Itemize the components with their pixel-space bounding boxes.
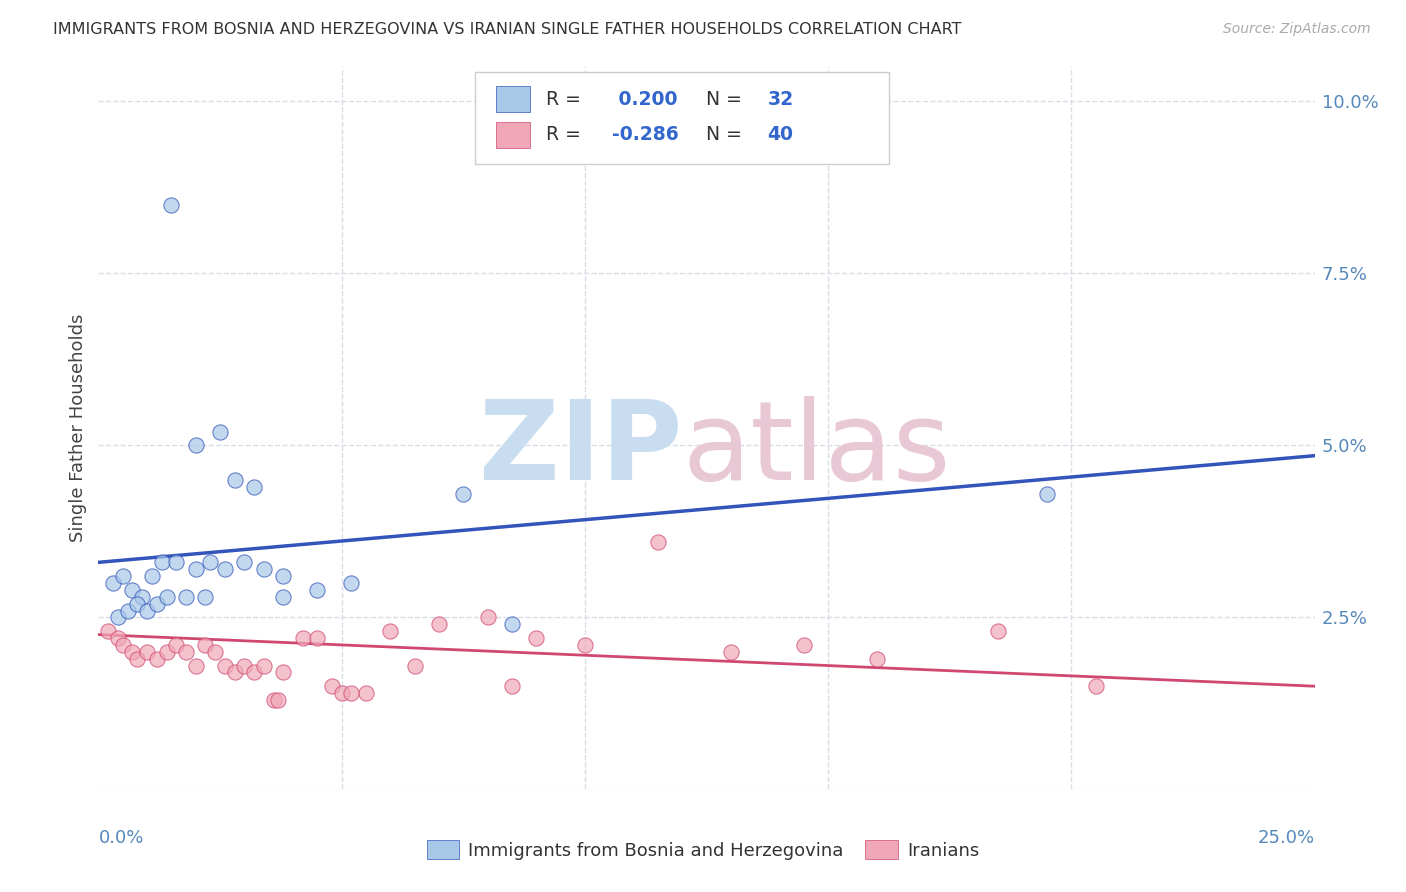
Text: 0.200: 0.200 [612,90,678,109]
Point [404,658,426,673]
Text: 0.0%: 0.0% [98,830,143,847]
Point [204,645,226,659]
Text: N =: N = [695,90,748,109]
Point [160,197,183,211]
Text: IMMIGRANTS FROM BOSNIA AND HERZEGOVINA VS IRANIAN SINGLE FATHER HOUSEHOLDS CORRE: IMMIGRANTS FROM BOSNIA AND HERZEGOVINA V… [53,22,962,37]
Point [477,610,499,624]
Point [793,638,815,652]
Text: atlas: atlas [682,396,950,503]
Point [165,638,187,652]
Point [1084,679,1107,693]
Legend: Immigrants from Bosnia and Herzegovina, Iranians: Immigrants from Bosnia and Herzegovina, … [419,833,987,867]
Point [263,693,285,707]
Point [97,624,120,639]
Point [1036,486,1059,500]
Text: 25.0%: 25.0% [1257,830,1315,847]
Point [184,438,207,452]
Point [501,679,523,693]
Point [136,603,159,617]
Point [866,651,889,665]
Text: R =: R = [546,90,586,109]
Bar [496,122,530,148]
Text: N =: N = [695,125,748,145]
Point [214,658,236,673]
Point [131,590,153,604]
Point [340,686,363,700]
Point [111,638,134,652]
Point [224,665,246,680]
Point [214,562,236,576]
Point [101,576,124,591]
Point [107,631,129,645]
Y-axis label: Single Father Households: Single Father Households [69,314,87,542]
Point [200,555,222,569]
Point [233,658,256,673]
Point [243,665,266,680]
Point [184,562,207,576]
Point [253,658,276,673]
Point [524,631,547,645]
Point [291,631,314,645]
Point [271,590,294,604]
Bar [496,87,530,112]
Point [574,638,596,652]
Point [253,562,276,576]
FancyBboxPatch shape [475,72,889,164]
Point [146,597,169,611]
Point [184,658,207,673]
Point [174,590,197,604]
Point [117,603,139,617]
Text: R =: R = [546,125,586,145]
Point [307,631,329,645]
Point [121,645,143,659]
Point [380,624,402,639]
Point [647,534,669,549]
Text: Source: ZipAtlas.com: Source: ZipAtlas.com [1223,22,1371,37]
Point [224,473,246,487]
Point [155,590,177,604]
Point [233,555,256,569]
Point [136,645,159,659]
Point [127,651,149,665]
Point [307,582,329,597]
Point [720,645,742,659]
Point [427,617,450,632]
Point [267,693,290,707]
Point [271,569,294,583]
Point [121,582,143,597]
Point [243,480,266,494]
Text: 40: 40 [768,125,793,145]
Text: 32: 32 [768,90,793,109]
Text: -0.286: -0.286 [612,125,679,145]
Point [107,610,129,624]
Point [150,555,173,569]
Point [340,576,363,591]
Point [453,486,475,500]
Point [330,686,353,700]
Point [501,617,523,632]
Point [174,645,197,659]
Point [141,569,163,583]
Point [194,638,217,652]
Point [271,665,294,680]
Point [987,624,1010,639]
Point [354,686,377,700]
Point [321,679,343,693]
Point [111,569,134,583]
Point [155,645,177,659]
Point [194,590,217,604]
Point [146,651,169,665]
Point [165,555,187,569]
Point [209,425,232,439]
Text: ZIP: ZIP [479,396,682,503]
Point [127,597,149,611]
